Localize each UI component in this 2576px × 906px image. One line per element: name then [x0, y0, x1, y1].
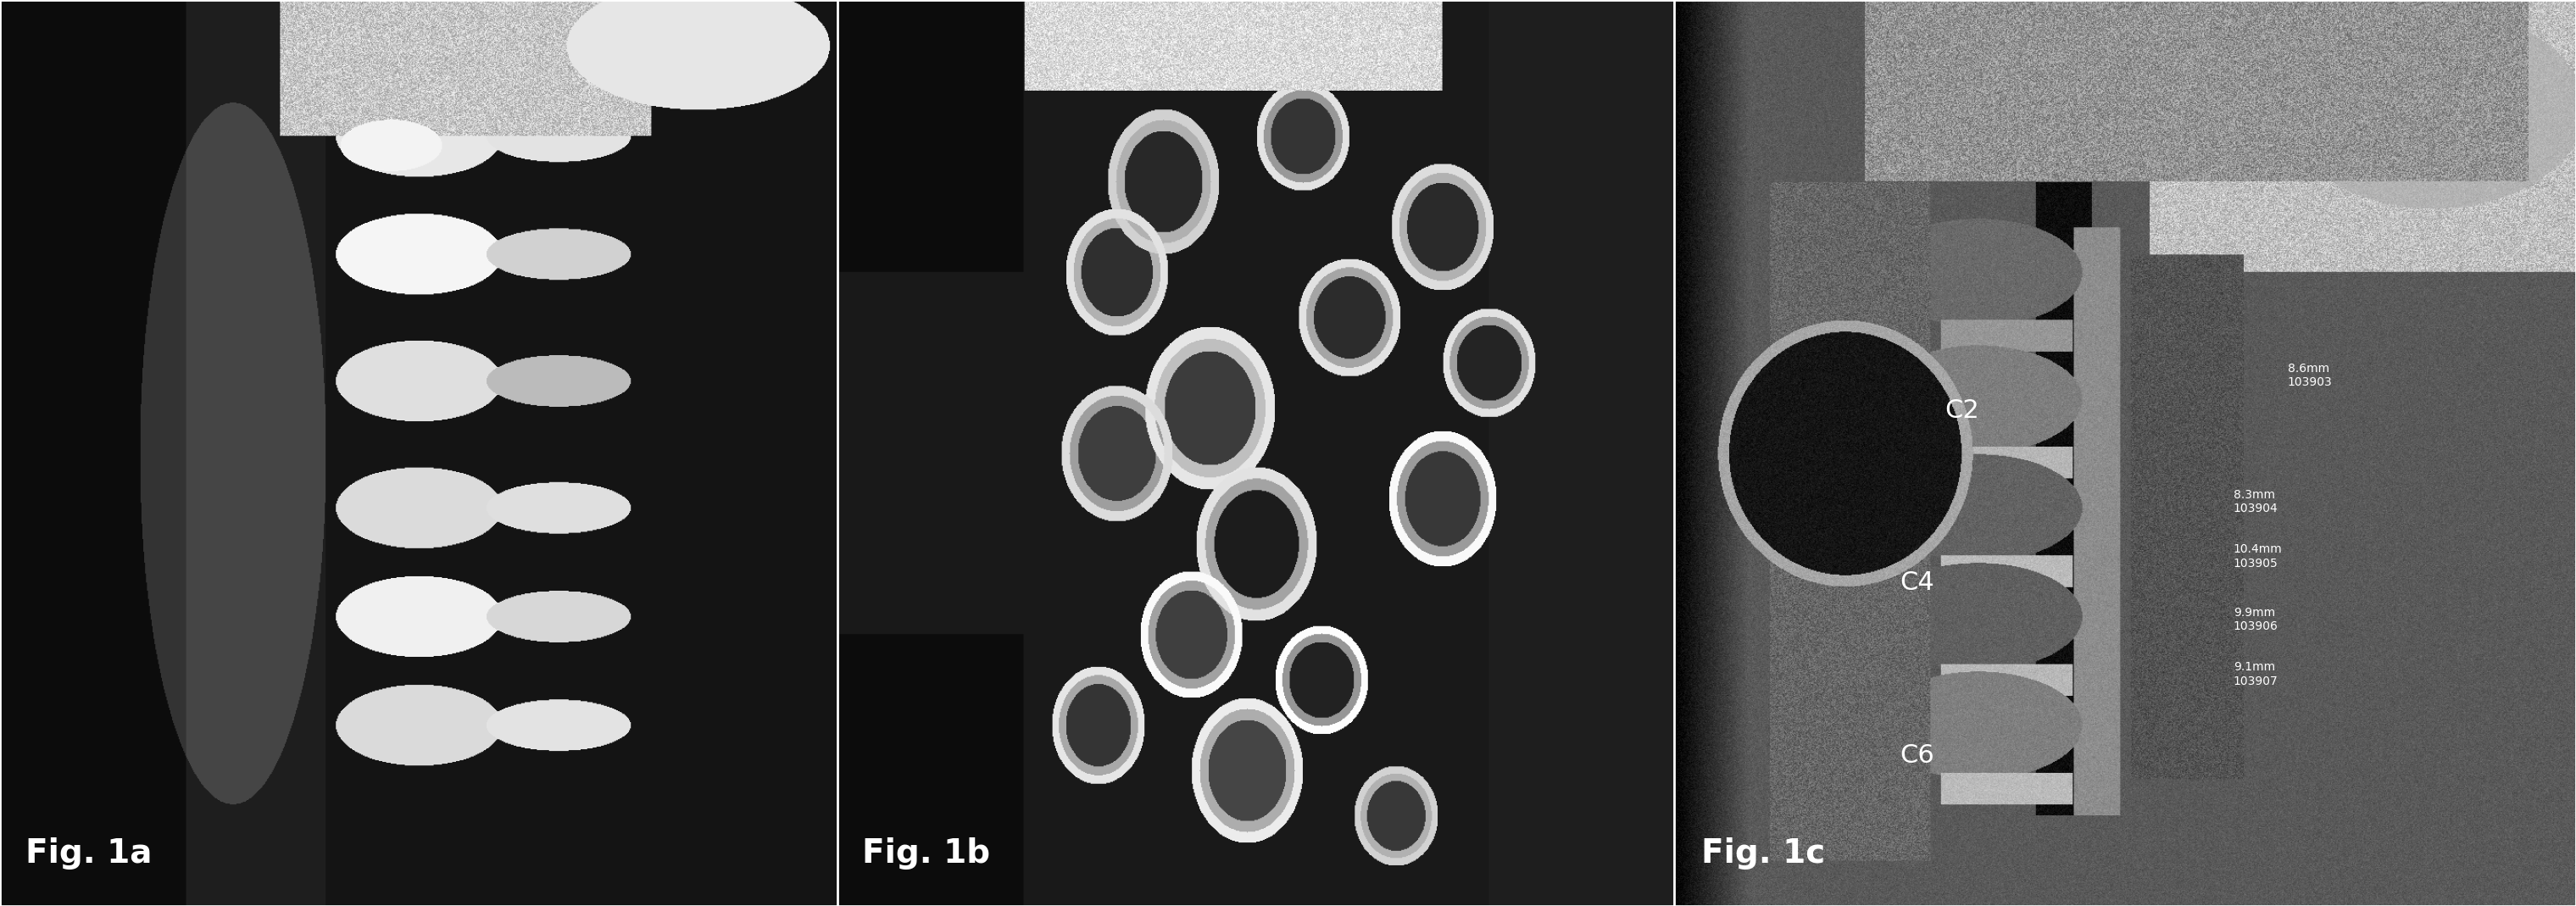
Text: 10.4mm
103905: 10.4mm 103905: [2233, 544, 2282, 569]
Text: 9.1mm
103907: 9.1mm 103907: [2233, 661, 2277, 687]
Text: Fig. 1c: Fig. 1c: [1700, 837, 1826, 870]
Text: Fig. 1b: Fig. 1b: [863, 837, 989, 870]
Text: C6: C6: [1901, 743, 1935, 767]
Text: C4: C4: [1901, 571, 1935, 595]
Text: 8.3mm
103904: 8.3mm 103904: [2233, 489, 2277, 515]
Text: Fig. 1a: Fig. 1a: [26, 837, 152, 870]
Text: 9.9mm
103906: 9.9mm 103906: [2233, 607, 2277, 632]
Text: 8.6mm
103903: 8.6mm 103903: [2287, 362, 2331, 388]
Text: C2: C2: [1945, 399, 1978, 423]
